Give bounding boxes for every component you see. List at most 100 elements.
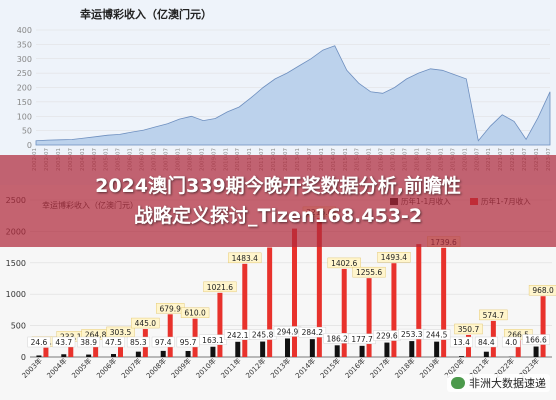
bar-first-series (210, 346, 216, 357)
data-label-second: 445.0 (135, 319, 157, 328)
bar-second-series (391, 263, 397, 357)
data-label-box-second (180, 307, 210, 318)
bar-first-series (260, 341, 266, 357)
bar-first-series (285, 338, 290, 357)
data-label-first: 245.8 (252, 331, 274, 340)
data-label-first: 229.6 (376, 332, 398, 341)
bar-second-series (316, 217, 322, 357)
data-label-first: 294.9 (277, 327, 299, 336)
top-y-tick-label: 250 (17, 69, 32, 78)
top-y-tick-label: 400 (17, 26, 32, 35)
overlay-title-line1: 2024澳门339期今晚开奖数据分析,前瞻性 (95, 175, 461, 197)
bottom-x-tick-label: 2006年 (94, 356, 118, 380)
data-label-first: 95.7 (180, 338, 197, 347)
data-label-first: 177.7 (351, 335, 373, 344)
data-label-first: 242.1 (227, 331, 249, 340)
bar-first-series (409, 341, 415, 357)
data-label-box-first (502, 336, 521, 348)
data-label-first: 43.7 (55, 338, 72, 347)
bar-second-series (43, 347, 49, 357)
data-label-box-second (131, 317, 160, 329)
bar-first-series (533, 346, 539, 357)
bar-second-series (540, 296, 546, 357)
data-label-box-first (474, 336, 498, 348)
bar-first-series (334, 345, 340, 357)
data-label-first: 253.3 (401, 330, 423, 339)
bar-second-series (242, 263, 248, 357)
bottom-x-tick-label: 2019年 (418, 356, 442, 380)
data-label-box-second (377, 252, 411, 263)
bar-second-series (292, 228, 297, 357)
bottom-x-tick-label: 2007年 (119, 356, 143, 380)
data-label-second: 1021.6 (207, 283, 233, 292)
watermark-text: 非洲大数据速递 (469, 377, 546, 390)
data-label-second: 264.8 (85, 330, 107, 339)
data-label-second: 679.9 (159, 304, 181, 313)
bar-second-series (441, 247, 447, 357)
top-y-tick-label: 50 (22, 127, 32, 136)
data-label-box-second (203, 281, 237, 293)
bar-second-series (341, 268, 347, 357)
data-label-first: 24.6 (31, 338, 48, 347)
data-label-second: 968.0 (532, 286, 554, 295)
data-label-second: 1402.6 (331, 259, 357, 268)
bottom-x-tick-label: 2018年 (393, 356, 417, 380)
bar-second-series (167, 314, 173, 357)
data-label-box-first (450, 336, 473, 348)
bottom-x-tick-label: 2011年 (219, 356, 243, 380)
data-label-first: 186.2 (326, 334, 348, 343)
bottom-x-tick-label: 2016年 (343, 356, 367, 380)
data-label-box-first (522, 334, 550, 345)
bottom-x-tick-label: 2013年 (268, 356, 292, 380)
data-label-first: 85.3 (130, 338, 147, 347)
bar-first-series (160, 350, 166, 357)
data-label-first: 97.4 (155, 338, 172, 347)
top-y-tick-label: 0 (27, 141, 32, 150)
data-label-first: 4.0 (505, 338, 517, 347)
bottom-y-tick-label: 1500 (6, 259, 26, 268)
wechat-icon (451, 377, 465, 389)
data-label-first: 47.5 (105, 338, 122, 347)
bar-second-series (267, 247, 273, 357)
data-label-second: 610.0 (184, 309, 206, 318)
data-label-box-first (77, 336, 101, 348)
bar-first-series (434, 341, 440, 357)
top-chart-title: 幸运博彩收入（亿澳门元） (80, 7, 212, 21)
data-label-box-first (102, 336, 125, 348)
top-y-tick-label: 100 (17, 112, 32, 121)
data-label-first: 13.4 (453, 338, 470, 347)
data-label-second: 574.7 (483, 311, 505, 320)
bar-second-series (68, 342, 74, 357)
data-label-first: 163.1 (202, 336, 224, 345)
data-label-box-first (27, 336, 51, 348)
data-label-second: 1493.4 (381, 253, 407, 262)
revenue-area-series (35, 45, 551, 146)
bar-first-series (235, 341, 241, 357)
watermark: 非洲大数据速递 (447, 374, 550, 392)
bottom-y-tick-label: 0 (21, 353, 26, 362)
data-label-first: 166.6 (525, 336, 547, 345)
bottom-x-tick-label: 2004年 (45, 356, 69, 380)
overlay-title-line2: 战略定义探讨_Tizen168.453-2 (133, 205, 423, 227)
bottom-x-tick-label: 2017年 (368, 356, 392, 380)
bottom-x-tick-label: 2014年 (293, 356, 317, 380)
top-y-tick-label: 150 (17, 98, 32, 107)
data-label-box-first (52, 336, 76, 348)
bar-first-series (483, 351, 489, 357)
data-label-first: 38.9 (80, 338, 97, 347)
bottom-x-tick-label: 2010年 (194, 356, 218, 380)
bottom-y-tick-label: 1000 (6, 290, 26, 299)
data-label-box-first (126, 336, 150, 348)
bar-second-series (217, 292, 223, 357)
bar-first-series (135, 351, 141, 357)
data-label-second: 350.7 (458, 325, 480, 334)
bottom-x-tick-label: 2009年 (169, 356, 193, 380)
bar-first-series (384, 342, 390, 357)
bar-second-series (416, 244, 422, 357)
bottom-x-tick-label: 2005年 (70, 356, 94, 380)
title-overlay-banner: 2024澳门339期今晚开奖数据分析,前瞻性 战略定义探讨_Tizen168.4… (0, 155, 556, 247)
bar-first-series (185, 350, 191, 357)
data-label-box-second (228, 252, 262, 264)
data-label-box-second (479, 309, 508, 321)
